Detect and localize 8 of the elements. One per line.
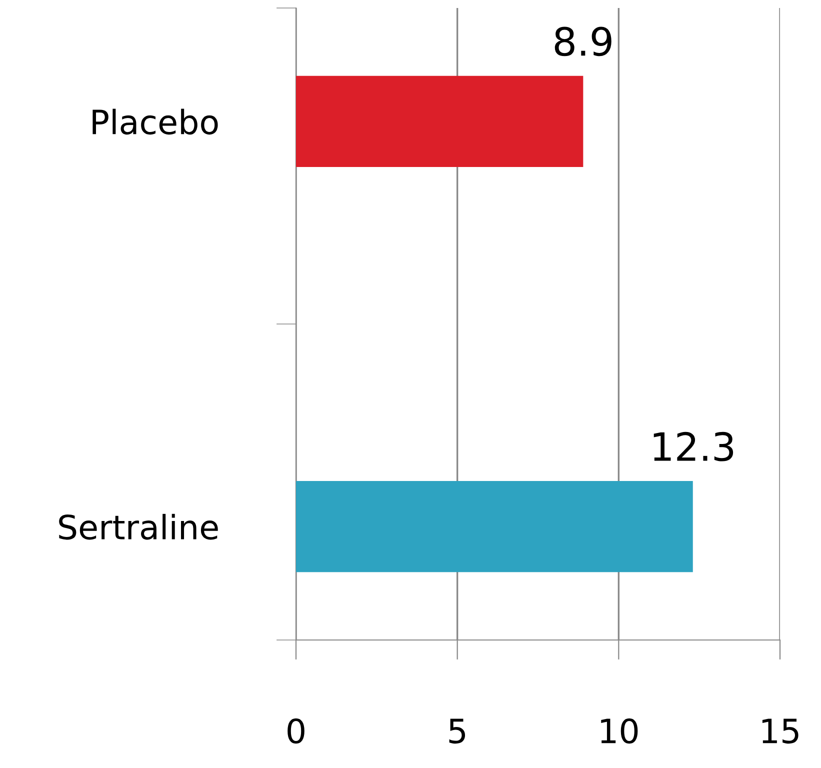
x-tick-label: 0 bbox=[288, 718, 304, 744]
y-tick-label: Placebo bbox=[92, 108, 218, 135]
data-label: 12.3 bbox=[654, 432, 734, 462]
x-tick-label: 15 bbox=[762, 718, 798, 744]
data-label: 8.9 bbox=[554, 26, 612, 56]
y-tick-label: Sertraline bbox=[59, 514, 218, 540]
x-tick-label: 10 bbox=[601, 718, 638, 744]
x-tick-label: 5 bbox=[449, 718, 466, 744]
